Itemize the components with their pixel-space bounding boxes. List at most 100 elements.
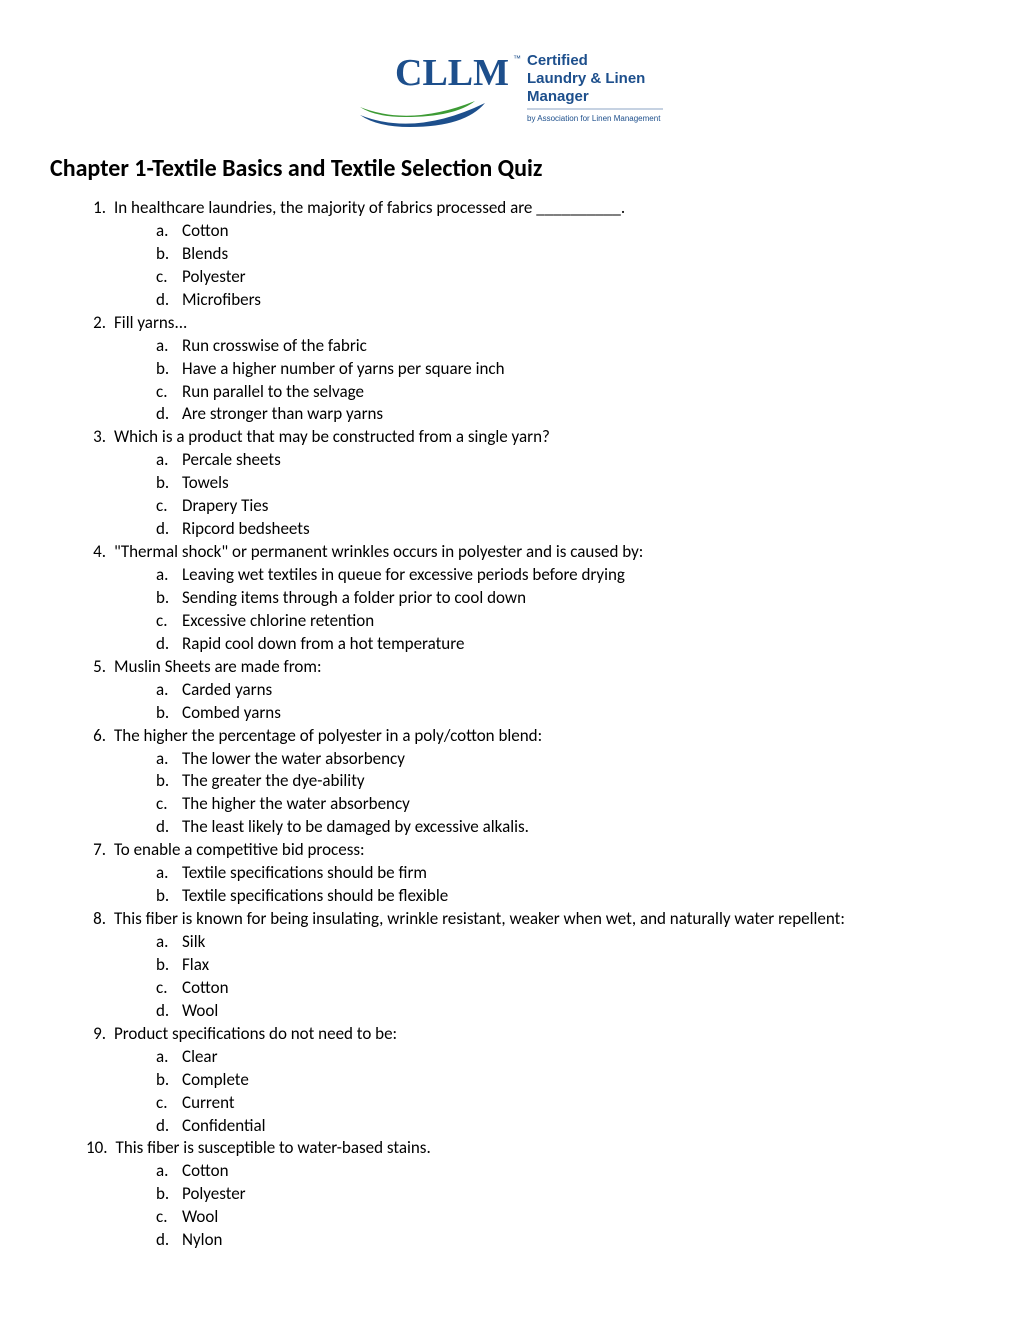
option-item: a.Clear bbox=[156, 1046, 970, 1069]
option-letter: a. bbox=[156, 564, 182, 587]
options-list: a.Textile specifications should be firmb… bbox=[86, 862, 970, 908]
question-item: 4."Thermal shock" or permanent wrinkles … bbox=[86, 541, 970, 656]
option-item: c.Polyester bbox=[156, 266, 970, 289]
option-text: Run parallel to the selvage bbox=[182, 381, 364, 404]
option-text: Confidential bbox=[182, 1115, 266, 1138]
option-text: Polyester bbox=[182, 1183, 246, 1206]
question-number: 7. bbox=[86, 839, 114, 862]
option-item: a.Percale sheets bbox=[156, 449, 970, 472]
option-text: Leaving wet textiles in queue for excess… bbox=[182, 564, 625, 587]
question-row: 7.To enable a competitive bid process: bbox=[86, 839, 970, 862]
question-row: 10.This fiber is susceptible to water-ba… bbox=[86, 1137, 970, 1160]
option-letter: b. bbox=[156, 1069, 182, 1092]
option-item: a.Run crosswise of the fabric bbox=[156, 335, 970, 358]
question-item: 6.The higher the percentage of polyester… bbox=[86, 725, 970, 840]
option-item: d.The least likely to be damaged by exce… bbox=[156, 816, 970, 839]
option-text: Flax bbox=[182, 954, 209, 977]
option-letter: d. bbox=[156, 1000, 182, 1023]
option-item: a.The lower the water absorbency bbox=[156, 748, 970, 771]
question-text: "Thermal shock" or permanent wrinkles oc… bbox=[114, 541, 970, 564]
option-text: Percale sheets bbox=[182, 449, 281, 472]
question-number: 8. bbox=[86, 908, 114, 931]
options-list: a.Clearb.Completec.Currentd.Confidential bbox=[86, 1046, 970, 1138]
option-text: The lower the water absorbency bbox=[182, 748, 405, 771]
question-text: Product specifications do not need to be… bbox=[114, 1023, 970, 1046]
option-item: b.Textile specifications should be flexi… bbox=[156, 885, 970, 908]
option-text: The least likely to be damaged by excess… bbox=[182, 816, 529, 839]
option-text: Combed yarns bbox=[182, 702, 281, 725]
question-number: 10. bbox=[86, 1137, 116, 1160]
option-letter: a. bbox=[156, 679, 182, 702]
question-number: 6. bbox=[86, 725, 114, 748]
question-number: 3. bbox=[86, 426, 114, 449]
question-number: 5. bbox=[86, 656, 114, 679]
options-list: a.Run crosswise of the fabricb.Have a hi… bbox=[86, 335, 970, 427]
option-letter: d. bbox=[156, 816, 182, 839]
options-list: a.Cottonb.Polyesterc.Woold.Nylon bbox=[86, 1160, 970, 1252]
question-item: 5.Muslin Sheets are made from:a.Carded y… bbox=[86, 656, 970, 725]
option-text: The greater the dye-ability bbox=[182, 770, 365, 793]
option-item: a.Carded yarns bbox=[156, 679, 970, 702]
options-list: a.Carded yarnsb.Combed yarns bbox=[86, 679, 970, 725]
options-list: a.Silkb.Flaxc.Cottond.Wool bbox=[86, 931, 970, 1023]
option-item: b.Have a higher number of yarns per squa… bbox=[156, 358, 970, 381]
option-text: Current bbox=[182, 1092, 235, 1115]
option-item: c.Wool bbox=[156, 1206, 970, 1229]
option-letter: c. bbox=[156, 1092, 182, 1115]
option-item: a.Silk bbox=[156, 931, 970, 954]
option-letter: d. bbox=[156, 633, 182, 656]
question-row: 5.Muslin Sheets are made from: bbox=[86, 656, 970, 679]
option-item: c.Excessive chlorine retention bbox=[156, 610, 970, 633]
option-text: Cotton bbox=[182, 220, 229, 243]
option-text: Are stronger than warp yarns bbox=[182, 403, 383, 426]
question-row: 9.Product specifications do not need to … bbox=[86, 1023, 970, 1046]
option-text: Wool bbox=[182, 1206, 218, 1229]
question-item: 2.Fill yarns...a.Run crosswise of the fa… bbox=[86, 312, 970, 427]
svg-text:Laundry & Linen: Laundry & Linen bbox=[527, 70, 645, 87]
question-row: 3.Which is a product that may be constru… bbox=[86, 426, 970, 449]
option-text: Textile specifications should be flexibl… bbox=[182, 885, 448, 908]
question-text: To enable a competitive bid process: bbox=[114, 839, 970, 862]
option-text: Textile specifications should be firm bbox=[182, 862, 427, 885]
option-letter: c. bbox=[156, 495, 182, 518]
option-text: Rapid cool down from a hot temperature bbox=[182, 633, 464, 656]
question-row: 4."Thermal shock" or permanent wrinkles … bbox=[86, 541, 970, 564]
options-list: a.Percale sheetsb.Towelsc.Drapery Tiesd.… bbox=[86, 449, 970, 541]
cllm-logo: CLLM ™ Certified Laundry & Linen Manager… bbox=[355, 45, 665, 142]
question-text: In healthcare laundries, the majority of… bbox=[114, 197, 970, 220]
option-item: b.Towels bbox=[156, 472, 970, 495]
option-letter: b. bbox=[156, 243, 182, 266]
option-letter: d. bbox=[156, 1229, 182, 1252]
option-letter: b. bbox=[156, 885, 182, 908]
option-letter: b. bbox=[156, 358, 182, 381]
option-letter: b. bbox=[156, 1183, 182, 1206]
option-letter: a. bbox=[156, 862, 182, 885]
option-letter: c. bbox=[156, 793, 182, 816]
option-letter: a. bbox=[156, 931, 182, 954]
option-text: Nylon bbox=[182, 1229, 222, 1252]
option-item: c.Cotton bbox=[156, 977, 970, 1000]
question-text: Fill yarns... bbox=[114, 312, 970, 335]
option-text: Have a higher number of yarns per square… bbox=[182, 358, 505, 381]
option-item: b.Polyester bbox=[156, 1183, 970, 1206]
option-item: c.Current bbox=[156, 1092, 970, 1115]
option-text: Ripcord bedsheets bbox=[182, 518, 310, 541]
option-text: Silk bbox=[182, 931, 205, 954]
option-letter: d. bbox=[156, 289, 182, 312]
question-text: Muslin Sheets are made from: bbox=[114, 656, 970, 679]
option-letter: b. bbox=[156, 587, 182, 610]
option-item: b.Combed yarns bbox=[156, 702, 970, 725]
option-letter: c. bbox=[156, 977, 182, 1000]
question-row: 2.Fill yarns... bbox=[86, 312, 970, 335]
question-item: 9.Product specifications do not need to … bbox=[86, 1023, 970, 1138]
option-item: c.Drapery Ties bbox=[156, 495, 970, 518]
option-text: Cotton bbox=[182, 977, 229, 1000]
option-letter: b. bbox=[156, 472, 182, 495]
question-text: This fiber is susceptible to water-based… bbox=[116, 1137, 970, 1160]
option-item: c.The higher the water absorbency bbox=[156, 793, 970, 816]
option-item: d.Ripcord bedsheets bbox=[156, 518, 970, 541]
question-number: 9. bbox=[86, 1023, 114, 1046]
option-item: b.Blends bbox=[156, 243, 970, 266]
questions-list: 1.In healthcare laundries, the majority … bbox=[50, 197, 970, 1252]
option-text: Cotton bbox=[182, 1160, 229, 1183]
